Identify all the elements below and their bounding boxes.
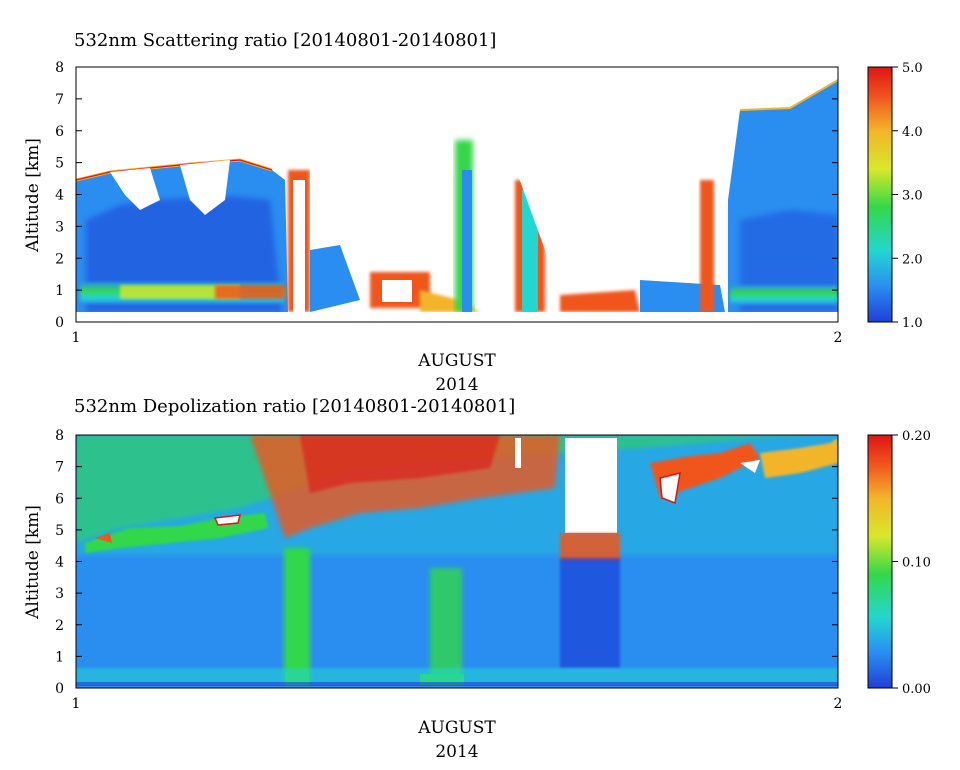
y-tick-label: 3 bbox=[55, 586, 64, 602]
x-tick-label: 2 bbox=[834, 696, 843, 712]
colorbar-tick-label: 0.20 bbox=[902, 429, 931, 444]
x-axis-year: 2014 bbox=[435, 742, 478, 762]
x-axis-label: AUGUST bbox=[417, 351, 496, 371]
y-tick-label: 5 bbox=[55, 523, 64, 539]
y-tick-label: 4 bbox=[55, 555, 64, 571]
chart-title: 532nm Depolization ratio [20140801-20140… bbox=[74, 396, 515, 417]
colorbar-ticks: 1.0 2.0 3.0 4.0 5.0 bbox=[892, 61, 923, 331]
colorbar-tick-label: 5.0 bbox=[902, 61, 923, 76]
y-tick-label: 7 bbox=[55, 460, 64, 476]
y-tick-label: 0 bbox=[55, 315, 64, 331]
chart-title: 532nm Scattering ratio [20140801-2014080… bbox=[74, 30, 496, 51]
colorbar-ticks: 0.00 0.10 0.20 bbox=[892, 429, 931, 697]
y-tick-label: 6 bbox=[55, 491, 64, 507]
y-tick-label: 4 bbox=[55, 188, 64, 204]
colorbar-tick-label: 0.10 bbox=[902, 556, 931, 571]
colorbar bbox=[867, 66, 893, 323]
y-tick-label: 6 bbox=[55, 124, 64, 140]
colorbar-tick-label: 0.00 bbox=[902, 682, 931, 697]
y-tick-label: 1 bbox=[55, 649, 64, 665]
y-axis-label: Altitude [km] bbox=[23, 138, 43, 253]
y-tick-label: 2 bbox=[55, 618, 64, 634]
y-axis: 0 1 2 3 4 5 6 7 8 bbox=[55, 60, 838, 331]
x-axis-year: 2014 bbox=[435, 375, 478, 395]
colorbar-tick-label: 1.0 bbox=[902, 316, 923, 331]
scattering-ratio-chart: 532nm Scattering ratio [20140801-2014080… bbox=[23, 30, 923, 395]
scattering-field bbox=[76, 67, 838, 322]
scattering-ratio-panel: 532nm Scattering ratio [20140801-2014080… bbox=[23, 30, 923, 395]
y-tick-label: 3 bbox=[55, 219, 64, 235]
y-tick-label: 8 bbox=[55, 428, 64, 444]
y-tick-label: 0 bbox=[55, 681, 64, 697]
depolarization-field bbox=[76, 435, 838, 688]
x-tick-label: 2 bbox=[834, 330, 843, 346]
colorbar-tick-label: 2.0 bbox=[902, 252, 923, 267]
colorbar bbox=[867, 434, 893, 689]
depolarization-ratio-chart: 532nm Depolization ratio [20140801-20140… bbox=[23, 396, 931, 762]
y-tick-label: 1 bbox=[55, 283, 64, 299]
x-axis-label: AUGUST bbox=[417, 718, 496, 738]
y-tick-label: 2 bbox=[55, 251, 64, 267]
y-tick-label: 5 bbox=[55, 156, 64, 172]
colorbar-tick-label: 3.0 bbox=[902, 189, 923, 204]
x-tick-label: 1 bbox=[72, 330, 81, 346]
y-axis-label: Altitude [km] bbox=[23, 505, 43, 620]
y-axis: 0 1 2 3 4 5 6 7 8 bbox=[55, 428, 838, 697]
colorbar-tick-label: 4.0 bbox=[902, 125, 923, 140]
x-tick-label: 1 bbox=[72, 696, 81, 712]
y-tick-label: 8 bbox=[55, 60, 64, 76]
y-tick-label: 7 bbox=[55, 92, 64, 108]
depolarization-ratio-panel: 532nm Depolization ratio [20140801-20140… bbox=[0, 368, 960, 762]
